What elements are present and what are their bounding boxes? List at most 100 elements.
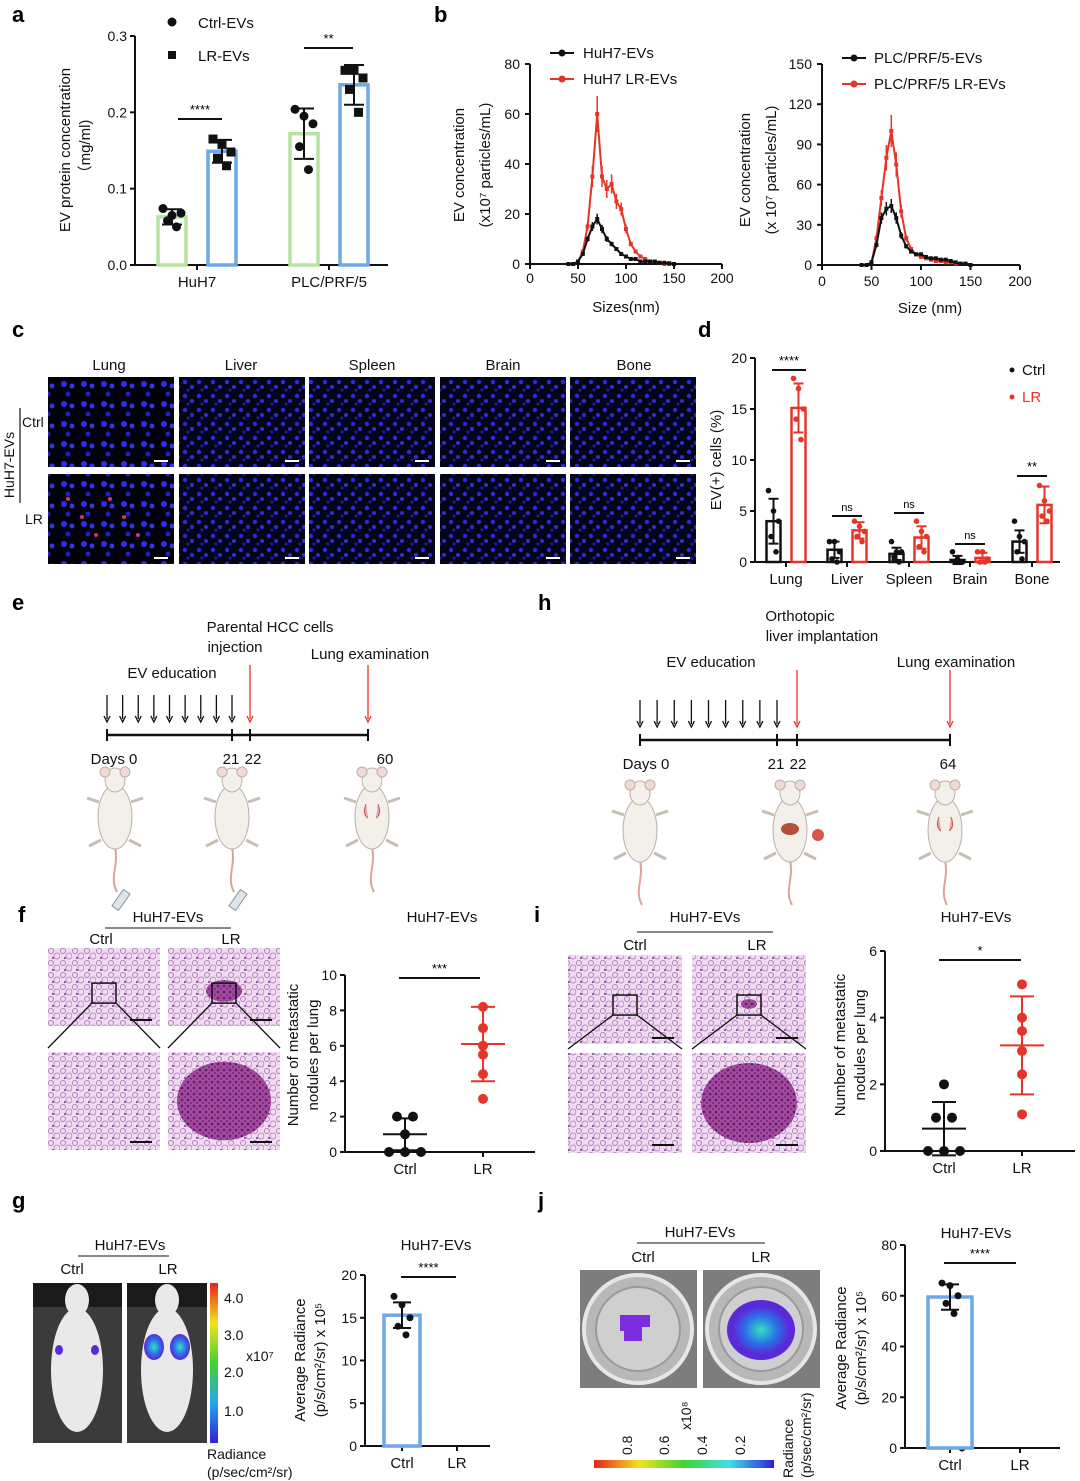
b2-legend-label: PLC/PRF/5 LR-EVs <box>874 76 1006 93</box>
g-ylabel-unit: (p/s/cm²/sr) x 10⁵ <box>312 1303 329 1418</box>
d-data-point <box>768 533 774 540</box>
a-data-point <box>349 65 359 75</box>
a-y-tick-label: 0.2 <box>108 104 128 120</box>
a-legend-lr: LR-EVs <box>198 48 250 65</box>
g-mouse-head <box>65 1284 89 1316</box>
b1-data-point <box>614 199 619 204</box>
b1-data-point <box>600 174 604 179</box>
c-col-brain: Brain <box>485 357 520 374</box>
h-mouse-day64-ear <box>949 779 961 791</box>
g-cb-scale: x10⁷ <box>246 1348 274 1364</box>
e-mouse-day0-syringe <box>111 888 131 912</box>
b1-data-point <box>595 112 600 116</box>
g-lr-label: LR <box>158 1261 177 1278</box>
a-data-point <box>163 216 172 226</box>
b2-data-point <box>879 216 884 221</box>
b2-data-point <box>933 256 938 261</box>
c-micrograph-ctrl <box>179 377 305 467</box>
d-x-tick-label: Bone <box>1014 571 1049 588</box>
a-data-point <box>176 208 186 218</box>
b2-data-point <box>958 261 963 266</box>
b1-x-tick-label: 0 <box>526 270 534 286</box>
f-lesion-zoom <box>176 1061 272 1141</box>
d-data-point <box>918 528 925 535</box>
i-x-tick-label: Ctrl <box>932 1160 955 1177</box>
e-day-21: 21 <box>223 751 240 768</box>
b1-data-point <box>604 187 609 191</box>
d-y-tick-label: 0 <box>739 554 747 570</box>
e-injection-label-2: injection <box>207 639 262 656</box>
a-data-point <box>340 65 350 75</box>
b1-xlabel: Sizes(nm) <box>592 299 660 316</box>
g-x-tick-label: Ctrl <box>390 1455 413 1472</box>
f-y-tick-label: 6 <box>329 1038 337 1054</box>
c-col-liver: Liver <box>225 357 258 374</box>
b1-data-point <box>580 252 585 256</box>
panel-letter-b: b <box>434 2 447 27</box>
b2-x-tick-label: 100 <box>909 273 933 289</box>
j-data-point <box>938 1279 946 1287</box>
b2-y-tick-label: 150 <box>789 56 813 72</box>
i-data-point <box>1017 1109 1027 1120</box>
b1-legend-marker <box>558 49 566 57</box>
d-data-point <box>795 385 802 392</box>
d-data-point <box>826 538 833 545</box>
h-mouse-day64-limbs <box>916 809 974 861</box>
e-mouse-day22-body <box>214 784 250 850</box>
b1-ylabel: EV concentration <box>451 108 468 222</box>
b1-data-point <box>609 242 614 246</box>
d-data-point <box>836 549 843 555</box>
f-data-point <box>392 1111 402 1122</box>
g-signal <box>144 1334 164 1360</box>
g-y-tick-label: 5 <box>349 1395 357 1411</box>
i-zoom-line <box>691 1014 738 1050</box>
j-cb-tick: 0.8 <box>619 1435 635 1455</box>
i-zoom-line <box>760 1014 807 1050</box>
e-mouse-day60-ear <box>356 766 368 778</box>
j-signal <box>620 1315 650 1341</box>
b2-x-tick-label: 0 <box>818 273 826 289</box>
g-y-tick-label: 15 <box>341 1310 357 1326</box>
f-zoom-line <box>167 1002 213 1049</box>
b1-data-point <box>595 217 600 221</box>
g-mouse-body <box>141 1308 193 1432</box>
d-data-point <box>949 549 956 555</box>
b1-legend-label: HuH7 LR-EVs <box>583 71 677 88</box>
f-y-tick-label: 4 <box>329 1073 337 1089</box>
d-significance-label: ns <box>964 530 976 542</box>
e-arrow-head <box>119 715 127 724</box>
f-ylabel-2: nodules per lung <box>305 1000 322 1111</box>
a-data-point <box>217 139 227 149</box>
i-ylabel: Number of metastatic <box>832 973 849 1116</box>
g-mouse-head <box>155 1284 179 1316</box>
e-arrow-head <box>103 715 111 724</box>
f-data-point <box>408 1111 418 1122</box>
d-data-point <box>775 518 782 524</box>
h-mouse-day22-ear <box>794 779 806 791</box>
b2-data-point <box>879 196 884 200</box>
panel-letter-f: f <box>18 902 26 927</box>
panel-letter-g: g <box>12 1188 25 1213</box>
h-exam-label: Lung examination <box>897 654 1015 671</box>
a-data-point <box>222 161 231 171</box>
a-data-point <box>308 119 318 129</box>
b2-legend-marker <box>850 54 858 62</box>
b2-y-tick-label: 0 <box>804 257 812 273</box>
d-significance-label: ** <box>1027 459 1037 474</box>
c-micrograph-lr <box>309 474 435 564</box>
b1-data-point <box>633 249 638 254</box>
d-x-tick-label: Brain <box>952 571 987 588</box>
j-y-tick-label: 60 <box>881 1288 897 1304</box>
i-ylabel-2: nodules per lung <box>852 990 869 1101</box>
i-data-point <box>939 1079 949 1090</box>
f-y-tick-label: 10 <box>321 967 337 983</box>
d-data-point <box>921 549 927 555</box>
b2-data-point <box>963 261 968 266</box>
i-he-ctrl-zoom <box>568 1053 682 1153</box>
c-micrograph-ctrl <box>440 377 566 467</box>
e-day-0: Days 0 <box>91 751 138 768</box>
g-colorbar <box>210 1283 218 1443</box>
b1-data-point <box>585 224 590 229</box>
i-data-point <box>931 1112 941 1123</box>
i-chart-title: HuH7-EVs <box>941 909 1012 926</box>
